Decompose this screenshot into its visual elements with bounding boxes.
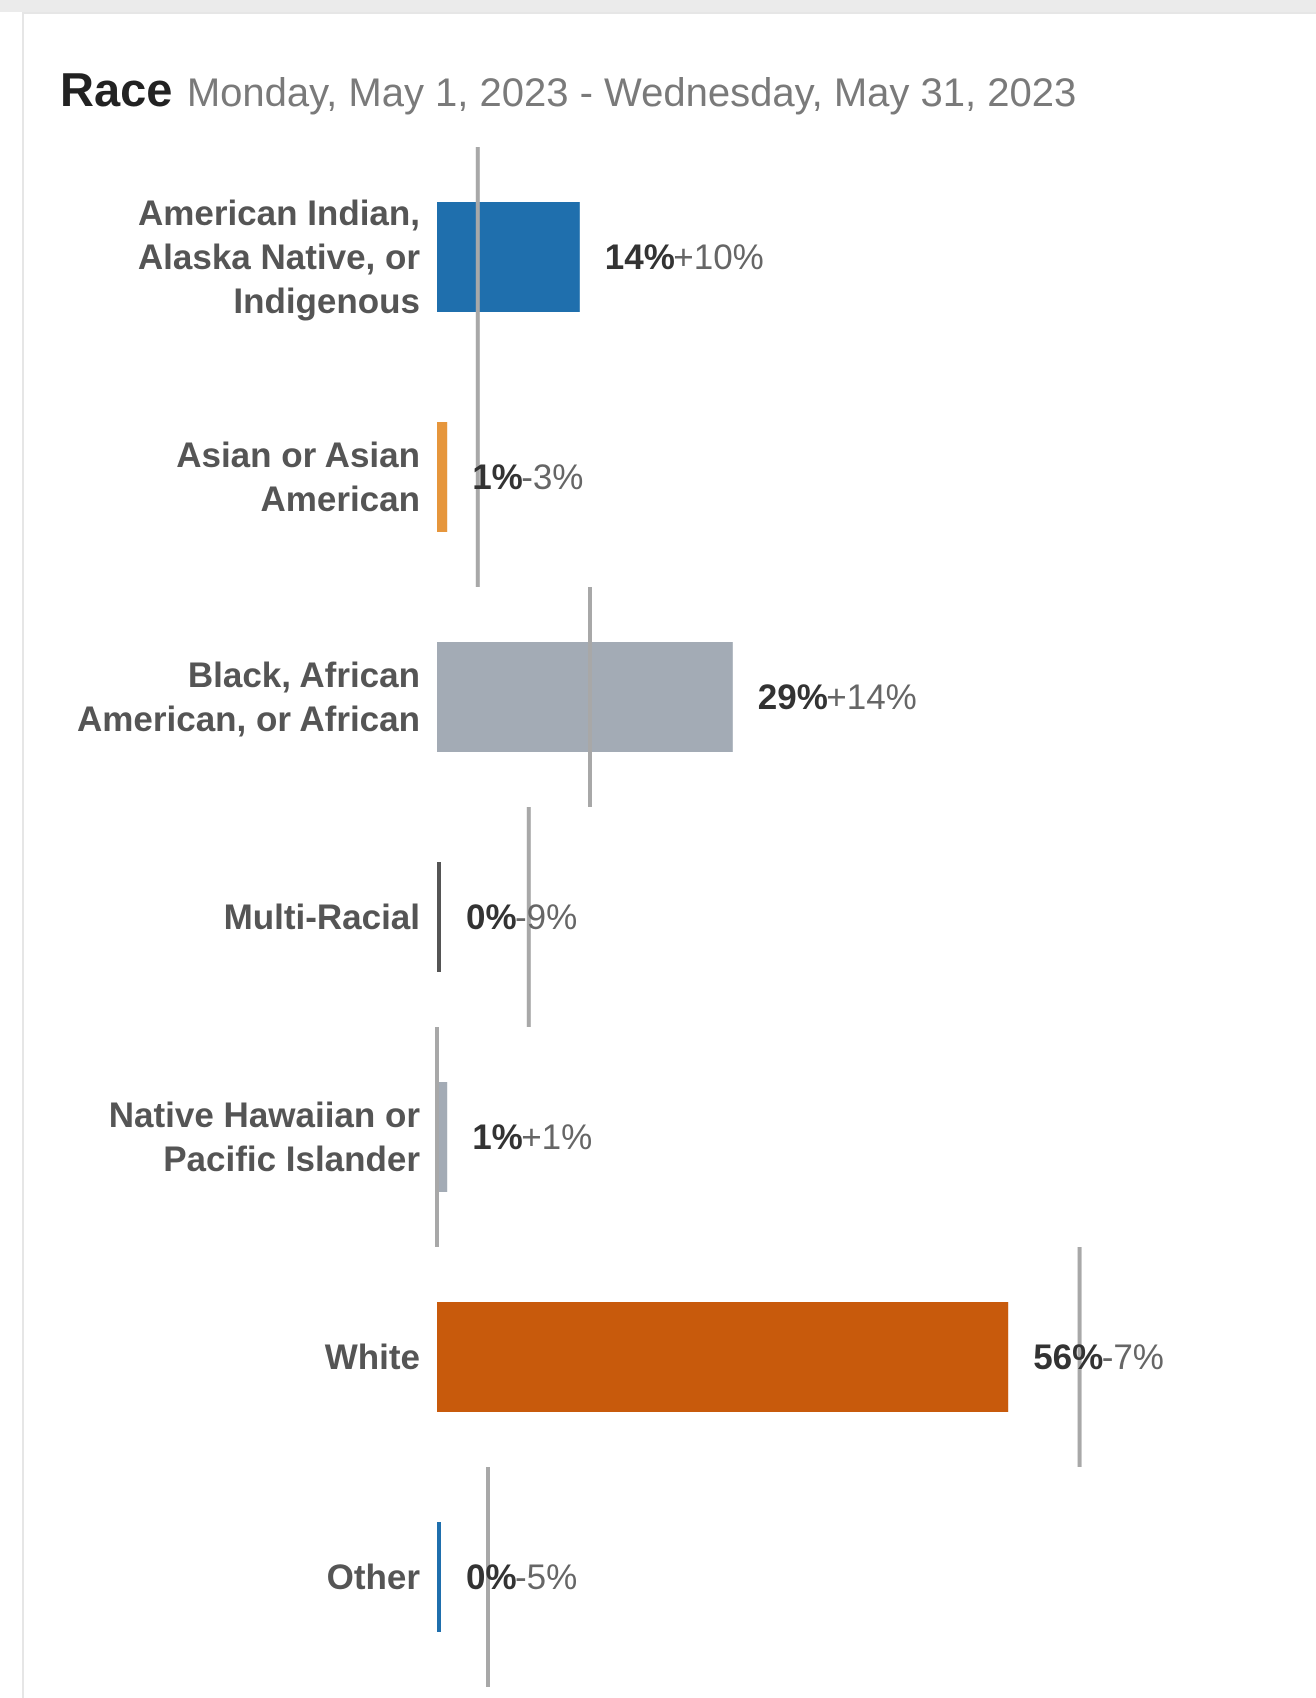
change-label: +1% — [521, 1118, 592, 1157]
category-label-line: Alaska Native, or — [138, 238, 420, 277]
bar — [437, 1522, 441, 1632]
change-label: -3% — [521, 458, 583, 497]
value-label: 1% — [472, 458, 523, 497]
change-label: -9% — [515, 898, 577, 937]
value-label: 56% — [1033, 1338, 1103, 1377]
change-label: -7% — [1102, 1338, 1164, 1377]
change-label: +10% — [673, 238, 764, 277]
category-label: Black, African American, or African — [77, 656, 420, 739]
bar — [437, 1082, 448, 1192]
chart-card — [22, 12, 1316, 1698]
category-label: Other — [327, 1558, 421, 1597]
value-label: 14% — [605, 238, 675, 277]
category-label-line: Other — [327, 1558, 421, 1597]
category-label-line: Multi-Racial — [224, 898, 420, 937]
category-label-line: Black, African — [188, 656, 420, 695]
bar — [437, 1302, 1009, 1412]
category-label: American Indian, Alaska Native, or Indigen… — [138, 194, 420, 321]
category-label-line: American — [260, 480, 420, 519]
category-label: Native Hawaiian or Pacific Islander — [109, 1096, 421, 1179]
bar — [437, 862, 441, 972]
category-label-line: Asian or Asian — [176, 436, 420, 475]
category-label-line: American Indian, — [138, 194, 420, 233]
category-label-line: White — [325, 1338, 420, 1377]
value-label: 0% — [466, 1558, 517, 1597]
category-label: White — [325, 1338, 420, 1377]
chart-title: Race — [60, 63, 173, 116]
bar — [437, 202, 580, 312]
top-edge — [0, 0, 1316, 12]
chart-date-range: Monday, May 1, 2023 - Wednesday, May 31,… — [186, 71, 1077, 115]
change-label: -5% — [515, 1558, 577, 1597]
category-label-line: Indigenous — [233, 282, 420, 321]
bar — [437, 422, 448, 532]
change-label: +14% — [826, 678, 917, 717]
bar — [437, 642, 733, 752]
value-label: 29% — [758, 678, 828, 717]
value-label: 1% — [472, 1118, 523, 1157]
category-label-line: American, or African — [77, 700, 420, 739]
category-label-line: Pacific Islander — [163, 1140, 420, 1179]
category-label-line: Native Hawaiian or — [109, 1096, 421, 1135]
chart-header: Race Monday, May 1, 2023 - Wednesday, Ma… — [60, 60, 1076, 132]
value-label: 0% — [466, 898, 517, 937]
category-label: Multi-Racial — [224, 898, 420, 937]
category-label: Asian or Asian American — [176, 436, 420, 519]
